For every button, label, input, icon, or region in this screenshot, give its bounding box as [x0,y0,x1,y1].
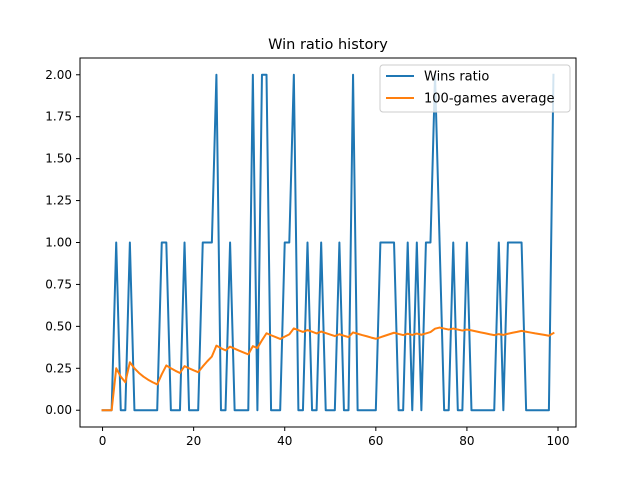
y-tick-label: 2.00 [45,68,72,82]
legend: Wins ratio 100-games average [379,64,571,113]
y-tick-label: 0.25 [45,361,72,375]
x-tick-label: 0 [99,434,107,448]
y-tick-label: 1.50 [45,152,72,166]
series-line-0 [101,73,555,412]
y-tick-label: 0.50 [45,319,72,333]
legend-label-0: Wins ratio [424,70,489,85]
series-line-1 [101,326,555,412]
x-tick-label: 100 [547,434,570,448]
legend-label-1: 100-games average [424,92,555,107]
x-tick-label: 60 [368,434,383,448]
x-tick-label: 20 [186,434,201,448]
chart-title: Win ratio history [268,37,388,53]
y-tick-label: 0.00 [45,403,72,417]
y-tick-label: 1.75 [45,110,72,124]
plot-area [101,73,555,412]
y-tick-label: 1.00 [45,236,72,250]
x-tick-label: 80 [459,434,474,448]
y-tick-label: 0.75 [45,277,72,291]
legend-box [379,64,571,113]
y-tick-label: 1.25 [45,194,72,208]
x-tick-label: 40 [277,434,292,448]
axes: 0 20 40 60 80 100 0.00 0.25 0.50 0.75 1.00 1.25 1.50… [45,57,577,448]
